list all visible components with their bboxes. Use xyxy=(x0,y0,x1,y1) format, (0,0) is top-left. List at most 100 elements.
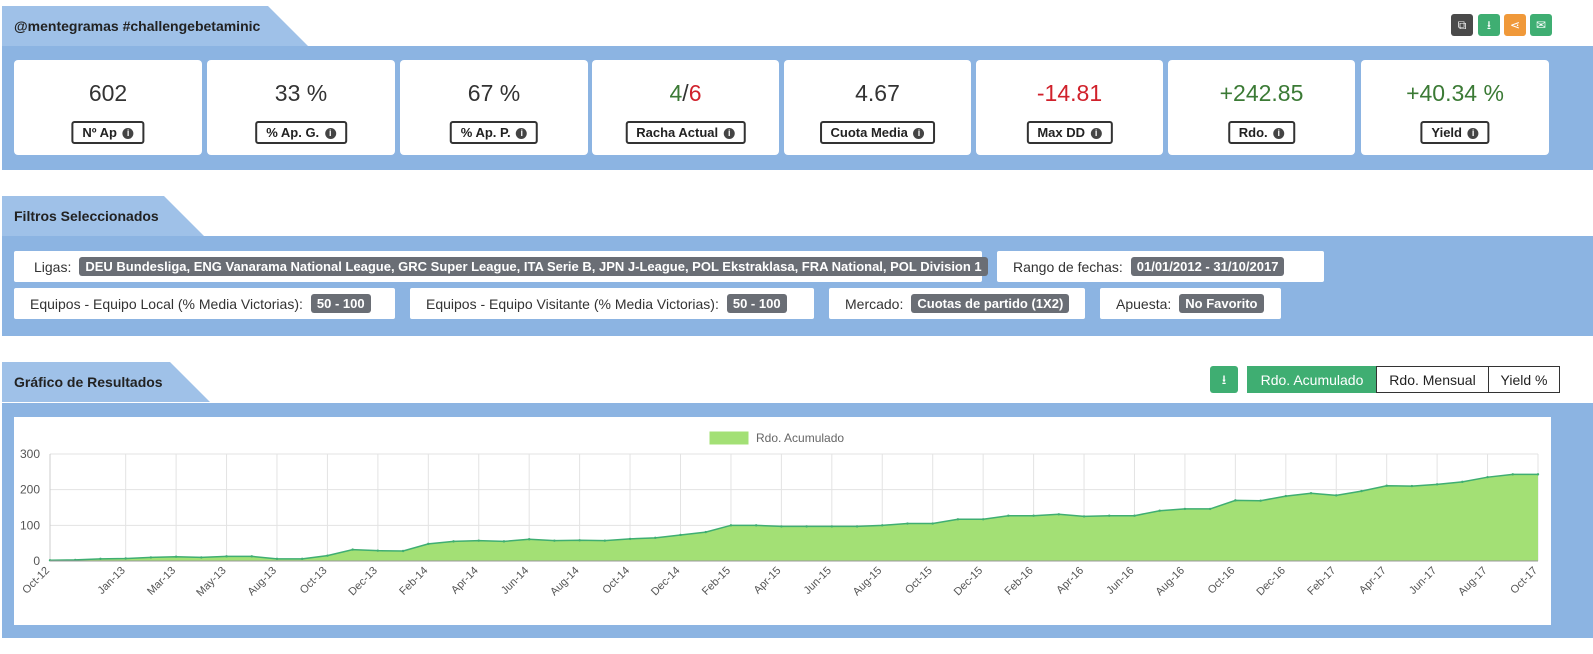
data-point xyxy=(754,524,758,527)
filter-apuesta: Apuesta: No Favorito xyxy=(1100,288,1281,319)
chart-header: Gráfico de Resultados xyxy=(2,362,210,402)
stat-value: 602 xyxy=(88,80,128,106)
x-tick-label: Oct-16 xyxy=(1206,565,1238,597)
data-point xyxy=(1335,494,1338,497)
filter-ligas: Ligas: DEU Bundesliga, ENG Vanarama Nati… xyxy=(14,251,988,282)
x-tick-label: Mar-13 xyxy=(145,565,178,598)
stat-label[interactable]: Yield i xyxy=(1420,121,1490,144)
stat-label[interactable]: Max DD i xyxy=(1026,121,1113,144)
data-point xyxy=(654,536,657,540)
x-tick-label: Aug-13 xyxy=(246,565,280,599)
series-line xyxy=(49,473,1538,562)
filters-header: Filtros Seleccionados xyxy=(2,196,204,236)
data-point xyxy=(1234,499,1237,502)
tab-rdo-acumulado[interactable]: Rdo. Acumulado xyxy=(1247,366,1377,393)
x-tick-label: Dec-15 xyxy=(952,565,986,599)
data-point xyxy=(99,557,102,561)
page-title: @mentegramas #challengebetaminic xyxy=(2,6,308,46)
data-point xyxy=(1511,473,1514,476)
stat-card-num-apuestas: 602 Nº Ap i xyxy=(14,60,202,155)
data-point xyxy=(1259,499,1262,502)
filter-value-badge: DEU Bundesliga, ENG Vanarama National Le… xyxy=(79,257,988,276)
data-point xyxy=(326,554,329,557)
data-point xyxy=(805,525,808,528)
data-point xyxy=(578,539,581,542)
data-point xyxy=(301,557,304,561)
stat-value: 4.67 xyxy=(855,80,900,106)
data-point xyxy=(780,525,783,528)
filter-value-badge: 50 - 100 xyxy=(310,294,371,313)
filter-value-badge: Cuotas de partido (1X2) xyxy=(911,294,1070,313)
data-point xyxy=(401,549,405,553)
stat-card-racha-actual: 4/6 Racha Actual i xyxy=(592,60,779,155)
stat-card-max-dd: -14.81 Max DD i xyxy=(976,60,1163,155)
stat-label[interactable]: Cuota Media i xyxy=(819,121,936,144)
share-icon[interactable]: ⋖ xyxy=(1504,14,1526,36)
info-icon: i xyxy=(1273,128,1285,139)
data-point xyxy=(628,537,632,541)
filter-value-badge: 50 - 100 xyxy=(726,294,787,313)
data-point xyxy=(351,548,354,551)
data-point xyxy=(855,525,859,528)
data-point xyxy=(1486,475,1489,479)
data-point xyxy=(1385,484,1388,487)
x-tick-label: Feb-14 xyxy=(397,565,430,598)
x-tick-label: Apr-14 xyxy=(449,565,481,597)
data-point xyxy=(1461,480,1464,484)
data-point xyxy=(1032,514,1035,517)
stat-label[interactable]: Racha Actual i xyxy=(625,121,746,144)
stat-value: 4/6 xyxy=(669,80,702,106)
filter-equipo-visitante: Equipos - Equipo Visitante (% Media Vict… xyxy=(410,288,814,319)
x-tick-label: Aug-15 xyxy=(851,565,885,599)
x-tick-label: Dec-14 xyxy=(649,565,683,599)
data-point xyxy=(124,557,127,560)
stat-value: -14.81 xyxy=(1036,80,1103,106)
x-tick-label: Dec-13 xyxy=(346,565,380,599)
x-tick-label: Oct-15 xyxy=(903,565,935,597)
data-point xyxy=(1183,507,1187,511)
data-point xyxy=(906,522,909,525)
data-point xyxy=(225,555,228,558)
data-point xyxy=(603,539,607,542)
chart-download-button[interactable]: ⭳ xyxy=(1210,366,1238,393)
data-point xyxy=(1133,514,1136,517)
filter-equipo-local: Equipos - Equipo Local (% Media Victoria… xyxy=(14,288,395,319)
email-icon[interactable]: ✉ xyxy=(1530,14,1552,36)
data-point xyxy=(1284,494,1288,498)
x-tick-label: Feb-15 xyxy=(700,565,733,598)
download-icon[interactable]: ⭳ xyxy=(1478,14,1500,36)
legend-swatch xyxy=(709,431,749,445)
x-tick-label: Aug-16 xyxy=(1153,565,1187,599)
x-tick-label: Jun-15 xyxy=(802,565,834,597)
x-tick-label: Dec-16 xyxy=(1254,565,1288,599)
stat-label[interactable]: Nº Ap i xyxy=(71,121,145,144)
chart-container: Rdo. Acumulado 0 100 200 300 Oct-12 Jan-13 Mar-… xyxy=(14,417,1551,625)
x-tick-label: Oct-17 xyxy=(1508,565,1540,597)
data-point xyxy=(679,533,682,537)
stat-label[interactable]: % Ap. P. i xyxy=(449,121,539,144)
data-point xyxy=(1435,483,1439,486)
data-point xyxy=(1082,515,1086,518)
info-icon: i xyxy=(913,128,925,139)
tab-yield[interactable]: Yield % xyxy=(1488,366,1560,393)
stat-label[interactable]: Rdo. i xyxy=(1227,121,1296,144)
filter-value-badge: No Favorito xyxy=(1179,294,1264,313)
stat-card-pct-perdidas: 67 % % Ap. P. i xyxy=(400,60,588,155)
data-point xyxy=(1410,484,1414,488)
copy-icon[interactable]: ⧉ xyxy=(1451,14,1473,36)
data-point xyxy=(1007,514,1010,517)
x-tick-label: Oct-14 xyxy=(600,565,632,597)
data-point xyxy=(931,522,934,525)
data-point xyxy=(452,540,455,543)
stat-card-yield: +40.34 % Yield i xyxy=(1361,60,1549,155)
data-point xyxy=(1309,492,1313,495)
data-point xyxy=(1057,513,1061,516)
legend-label: Rdo. Acumulado xyxy=(756,431,844,445)
data-point xyxy=(250,555,253,558)
stat-label[interactable]: % Ap. G. i xyxy=(255,121,347,144)
info-icon: i xyxy=(324,128,336,139)
tab-rdo-mensual[interactable]: Rdo. Mensual xyxy=(1376,366,1489,393)
data-point xyxy=(200,556,203,559)
data-point xyxy=(502,540,506,543)
series-area xyxy=(50,474,1538,561)
